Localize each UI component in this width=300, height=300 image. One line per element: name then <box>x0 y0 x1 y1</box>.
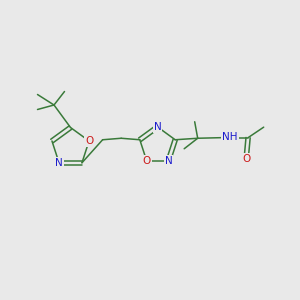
Text: N: N <box>154 122 161 132</box>
Text: O: O <box>142 155 151 166</box>
Text: N: N <box>165 155 172 166</box>
Text: O: O <box>243 154 251 164</box>
Text: NH: NH <box>222 132 238 142</box>
Text: N: N <box>55 158 63 168</box>
Text: O: O <box>85 136 93 146</box>
